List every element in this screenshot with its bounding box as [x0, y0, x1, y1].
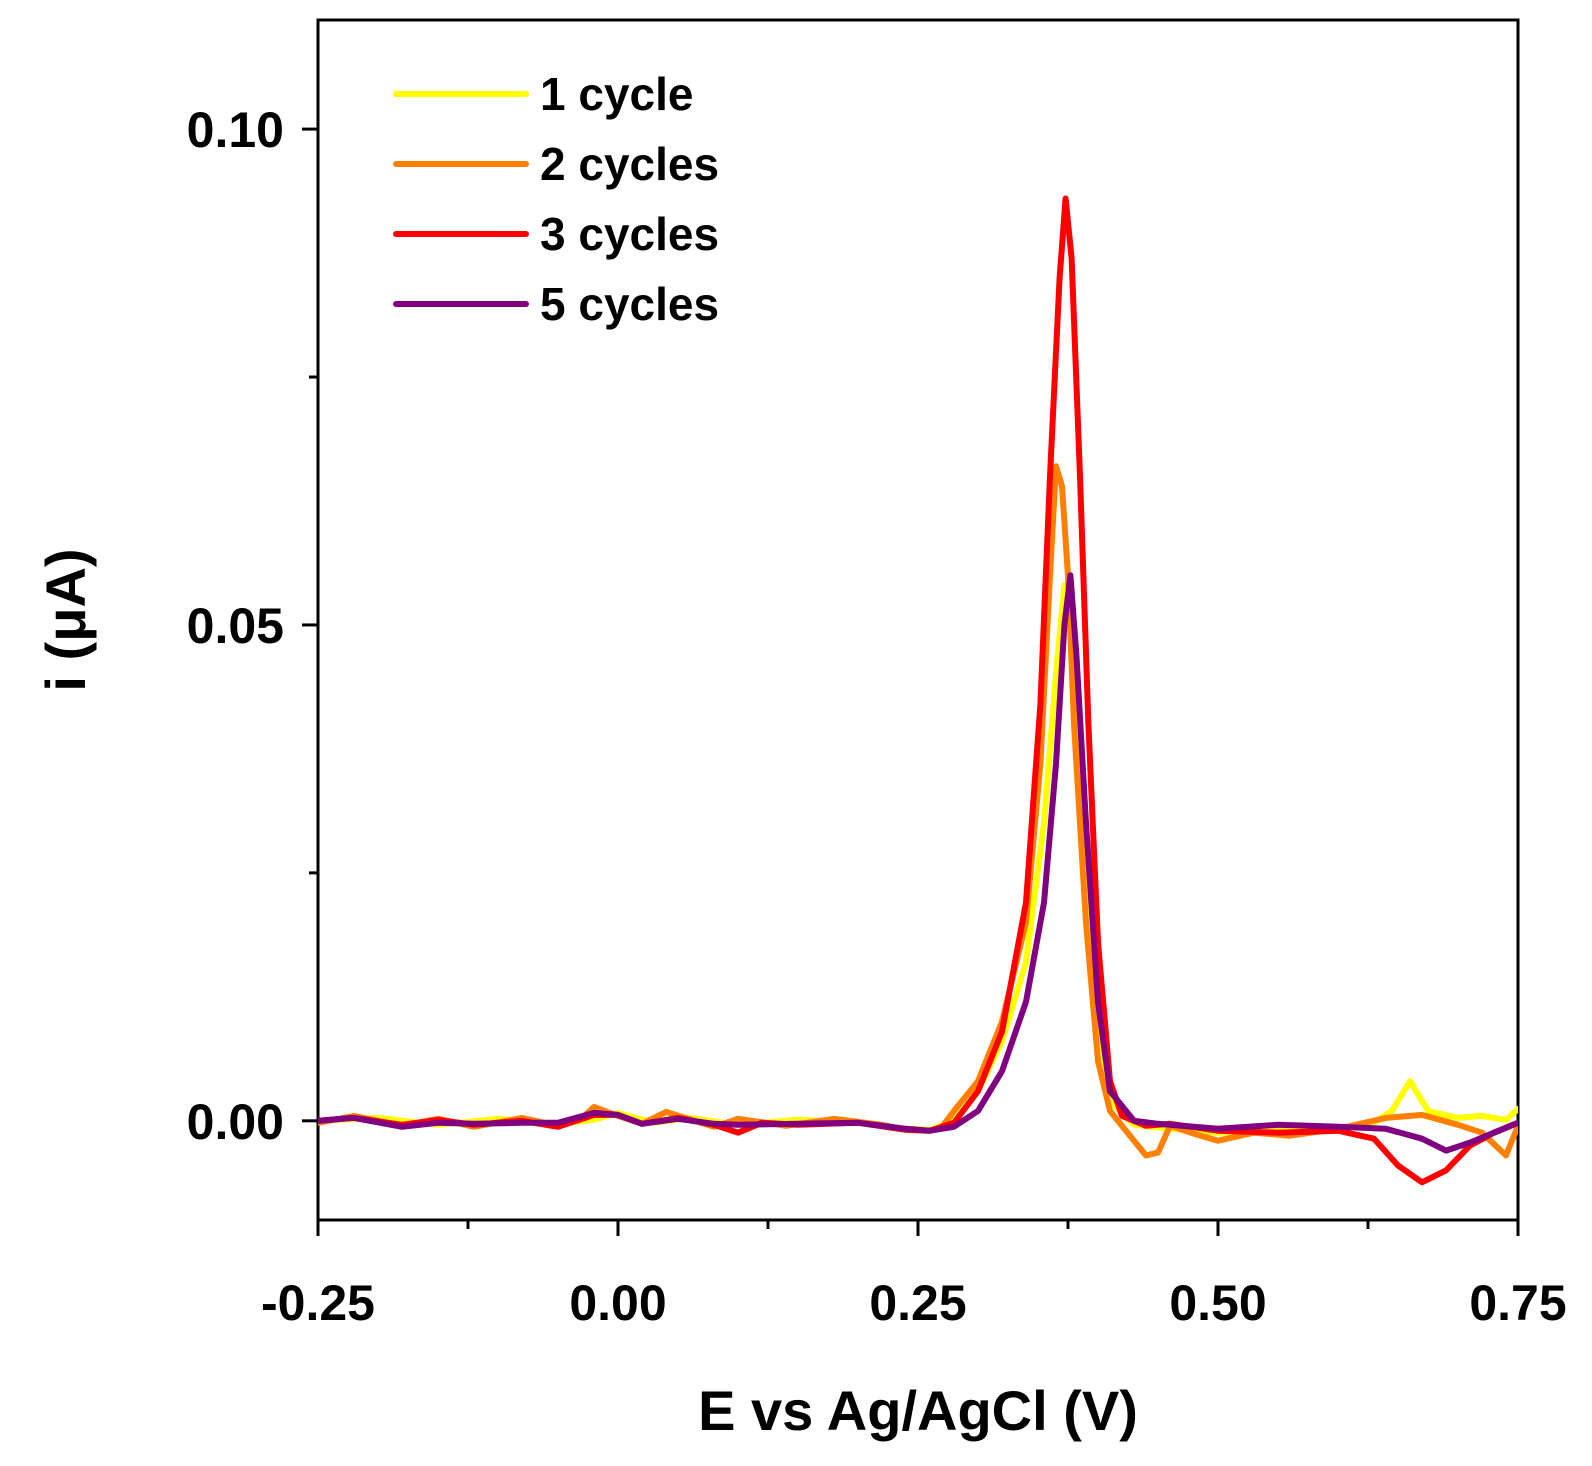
x-tick-label: -0.25: [261, 1275, 375, 1331]
plot-area-frame: [316, 18, 1520, 1222]
series-layer: [318, 195, 1518, 1186]
legend-label: 1 cycle: [540, 68, 693, 120]
x-axis-title: E vs Ag/AgCl (V): [698, 1379, 1138, 1442]
y-tick-label: 0.00: [187, 1094, 284, 1150]
y-tick-label: 0.10: [187, 102, 284, 158]
x-tick-label: 0.50: [1169, 1275, 1266, 1331]
series-line-1: [318, 463, 1518, 1159]
x-tick-label: 0.25: [869, 1275, 966, 1331]
x-tick-label: 0.75: [1469, 1275, 1566, 1331]
x-axis-ticks: -0.25 0.00 0.25 0.50 0.75: [261, 1220, 1567, 1331]
y-axis-ticks: 0.00 0.05 0.10: [187, 102, 318, 1150]
x-tick-label: 0.00: [569, 1275, 666, 1331]
y-tick-label: 0.05: [187, 598, 284, 654]
series-line-3: [318, 572, 1518, 1154]
y-axis-title: i (μA): [34, 548, 97, 691]
legend: 1 cycle 2 cycles 3 cycles 5 cycles: [393, 68, 719, 330]
legend-label: 2 cycles: [540, 138, 719, 190]
legend-label: 3 cycles: [540, 208, 719, 260]
series-line-2: [318, 195, 1518, 1186]
series-line-0: [318, 582, 1518, 1136]
legend-label: 5 cycles: [540, 278, 719, 330]
